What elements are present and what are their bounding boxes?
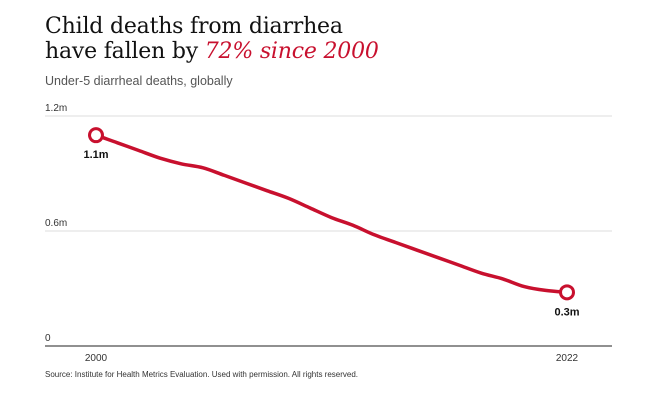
source-note: Source: Institute for Health Metrics Eva… bbox=[45, 370, 359, 379]
y-tick-label-2: 1.2m bbox=[45, 103, 67, 114]
x-tick-label-1: 2022 bbox=[556, 353, 579, 364]
data-label-1: 0.3m bbox=[554, 306, 579, 318]
title-highlight: 72% since 2000 bbox=[204, 39, 379, 64]
data-point-marker-0 bbox=[88, 127, 104, 144]
chart-title: Child deaths from diarrhea have fallen by… bbox=[45, 14, 605, 64]
x-tick-label-0: 2000 bbox=[85, 353, 108, 364]
title-line-2-prefix: have fallen by bbox=[45, 39, 205, 64]
title-line-1: Child deaths from diarrhea bbox=[45, 14, 343, 39]
data-label-0: 1.1m bbox=[83, 149, 108, 161]
chart-subtitle: Under-5 diarrheal deaths, globally bbox=[45, 74, 233, 88]
data-point-marker-1 bbox=[559, 284, 575, 301]
y-tick-label-0: 0 bbox=[45, 333, 51, 344]
y-tick-label-1: 0.6m bbox=[45, 218, 67, 229]
series-line-0 bbox=[94, 133, 569, 295]
